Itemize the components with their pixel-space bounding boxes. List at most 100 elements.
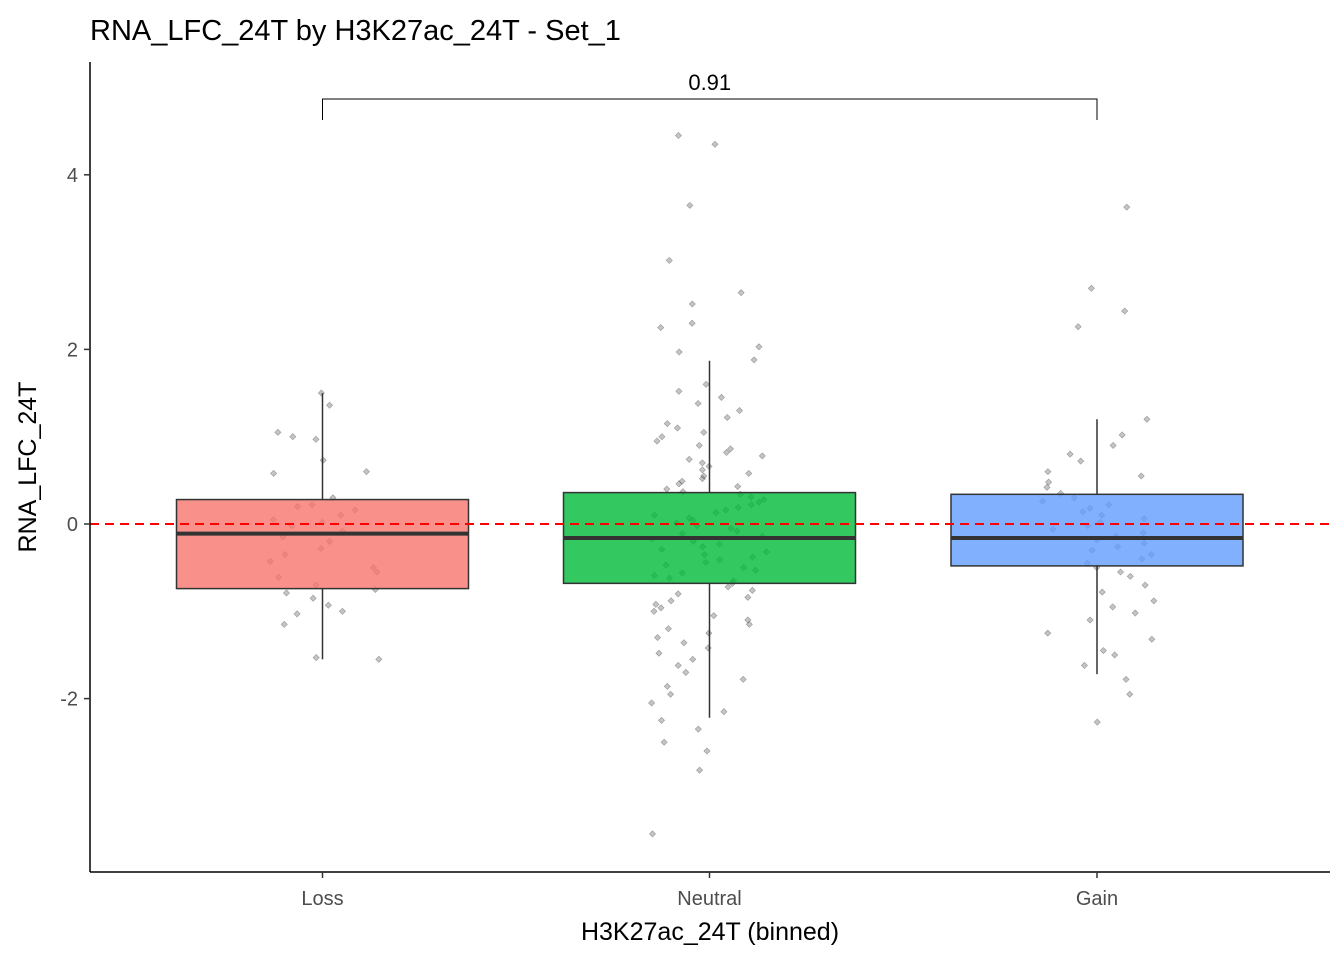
- data-point: [1044, 468, 1052, 476]
- data-point: [726, 445, 735, 453]
- data-point: [1045, 478, 1053, 486]
- data-point: [312, 435, 320, 443]
- data-point: [755, 343, 763, 351]
- data-point: [1141, 581, 1149, 589]
- data-point: [650, 607, 658, 615]
- data-point: [717, 393, 725, 401]
- data-point: [734, 482, 742, 490]
- data-point: [675, 387, 683, 395]
- data-point: [309, 594, 317, 602]
- x-tick-label: Gain: [1076, 888, 1118, 910]
- data-point: [1121, 307, 1129, 315]
- data-point: [289, 433, 297, 441]
- data-point: [664, 625, 672, 633]
- data-point: [675, 480, 683, 488]
- boxes: [175, 360, 1244, 718]
- comparison-bracket: 0.91: [322, 70, 1098, 120]
- data-point: [317, 389, 325, 397]
- data-point: [665, 256, 673, 264]
- y-tick-label: 0: [67, 514, 78, 536]
- data-point: [674, 131, 683, 140]
- x-ticks: Loss Neutral Gain: [301, 872, 1118, 910]
- data-point: [700, 472, 708, 480]
- data-point: [660, 738, 668, 746]
- data-point: [680, 639, 688, 647]
- data-point: [698, 459, 706, 467]
- comparison-p-value: 0.91: [688, 70, 731, 95]
- data-point: [667, 690, 675, 698]
- chart-title: RNA_LFC_24T by H3K27ac_24T - Set_1: [90, 15, 621, 47]
- data-point: [674, 661, 682, 669]
- data-point: [698, 475, 706, 483]
- data-point: [1043, 483, 1051, 491]
- jitter-points: [266, 131, 1158, 838]
- data-point: [1150, 597, 1158, 605]
- data-point: [723, 413, 731, 422]
- data-point: [1118, 431, 1126, 439]
- y-axis-title: RNA_LFC_24T: [14, 382, 42, 553]
- data-point: [686, 201, 694, 209]
- data-point: [282, 589, 290, 597]
- data-point: [744, 593, 752, 601]
- y-tick-label: 4: [67, 165, 78, 187]
- data-point: [1148, 635, 1156, 643]
- box-gain: [950, 493, 1244, 567]
- data-point: [658, 433, 666, 441]
- data-point: [704, 644, 712, 652]
- data-point: [375, 655, 383, 663]
- data-point: [696, 766, 704, 774]
- data-point: [362, 468, 370, 476]
- data-point: [674, 590, 682, 598]
- data-point: [1077, 457, 1085, 465]
- box-loss: [175, 498, 470, 590]
- data-point: [745, 620, 753, 628]
- data-point: [1116, 568, 1125, 576]
- data-point: [312, 654, 320, 662]
- y-tick-label: 2: [67, 339, 78, 361]
- data-point: [694, 725, 702, 733]
- data-point: [745, 469, 753, 477]
- data-point: [1086, 616, 1094, 624]
- data-point: [1099, 647, 1107, 655]
- y-ticks: -2 0 2 4: [60, 165, 90, 711]
- data-point: [744, 616, 752, 624]
- data-point: [663, 485, 671, 493]
- data-point: [689, 655, 697, 663]
- data-point: [657, 604, 665, 612]
- data-point: [735, 406, 744, 415]
- x-axis-title: H3K27ac_24T (binned): [581, 918, 839, 946]
- data-point: [667, 597, 675, 605]
- data-point: [1111, 651, 1119, 659]
- data-point: [1131, 609, 1139, 617]
- data-point: [720, 708, 728, 716]
- data-point: [737, 289, 745, 297]
- data-point: [703, 747, 711, 755]
- data-point: [673, 424, 682, 432]
- data-point: [1066, 450, 1074, 458]
- data-point: [293, 610, 301, 618]
- data-point: [695, 441, 703, 449]
- data-point: [750, 356, 758, 364]
- data-point: [654, 633, 662, 642]
- data-point: [663, 420, 671, 428]
- data-point: [758, 452, 766, 460]
- x-tick-label: Neutral: [677, 888, 741, 910]
- data-point: [1074, 323, 1082, 331]
- data-point: [724, 583, 732, 591]
- data-point: [688, 300, 696, 308]
- data-point: [739, 675, 747, 683]
- data-point: [653, 437, 661, 445]
- data-point: [1109, 603, 1117, 611]
- data-point: [688, 319, 696, 327]
- data-point: [748, 586, 756, 594]
- data-point: [723, 448, 731, 456]
- data-point: [702, 380, 710, 388]
- data-point: [1044, 629, 1052, 637]
- data-point: [648, 830, 657, 838]
- data-point: [1093, 718, 1101, 726]
- data-point: [324, 601, 332, 609]
- data-point: [1109, 441, 1117, 449]
- data-point: [694, 399, 702, 408]
- data-point: [657, 324, 665, 332]
